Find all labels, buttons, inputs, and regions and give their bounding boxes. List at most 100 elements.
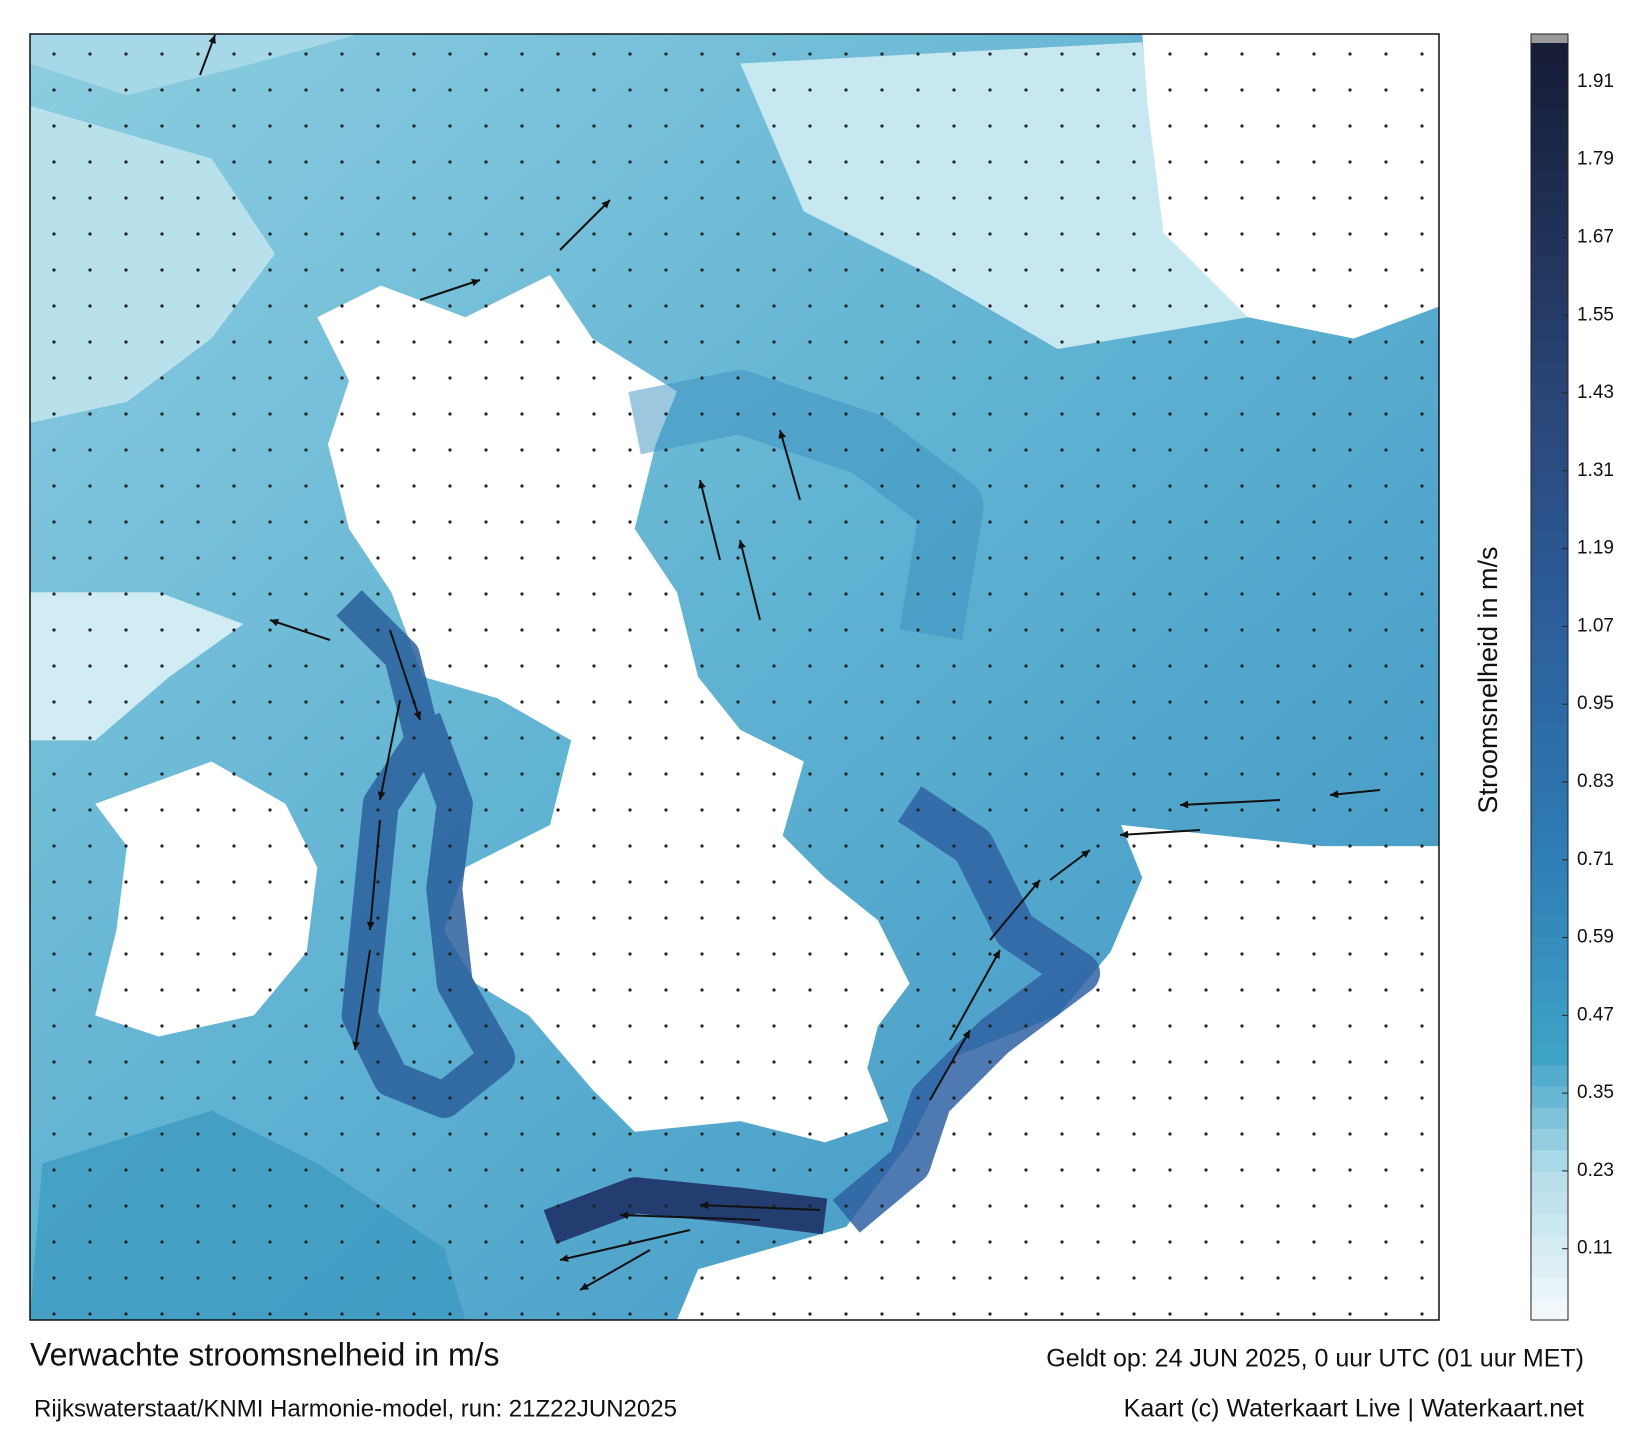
colorbar-band [1531,894,1568,917]
current-arrow [929,1029,971,1101]
colorbar-band [1531,1064,1568,1087]
current-arrow [559,199,611,251]
current-arrow [369,819,381,931]
colorbar-over [1531,34,1568,43]
valid-time: Geldt op: 24 JUN 2025, 0 uur UTC (01 uur… [1046,1345,1584,1373]
colorbar-band [1531,511,1568,534]
colorbar-band [1531,873,1568,895]
colorbar-band [1531,979,1568,1002]
colorbar-band [1531,426,1568,448]
colorbar-tick-label: 0.83 [1577,771,1614,792]
arrow-head [560,1254,569,1262]
arrow-head [1081,850,1090,858]
colorbar-band [1531,575,1568,597]
arrow-head [270,618,279,627]
colorbar-band [1531,383,1568,406]
colorbar-band [1531,447,1568,470]
colorbar-band [1531,936,1568,959]
colorbar-tick-label: 1.79 [1577,149,1614,170]
arrow-head [377,791,386,800]
colorbar-band [1531,532,1568,555]
colorbar-band [1531,1107,1568,1130]
colorbar-band [1531,1022,1568,1044]
arrow-head [992,950,1000,959]
colorbar-band [1531,1171,1568,1193]
colorbar-frame [1530,33,1569,1321]
colorbar-band [1531,234,1568,257]
colorbar-tick-label: 1.19 [1577,538,1614,559]
arrow-head [778,430,786,439]
colorbar-band [1531,830,1568,853]
arrow-head [1120,830,1129,839]
colorbar-band [1531,1234,1568,1257]
arrow-head [1031,880,1040,889]
colorbar-tick-label: 1.91 [1577,71,1614,92]
colorbar-tick-label: 1.43 [1577,382,1614,403]
arrow-head [580,1282,589,1290]
colorbar-band [1531,851,1568,874]
colorbar-band [1531,766,1568,789]
colorbar-band [1531,745,1568,768]
arrow-head [698,480,706,489]
colorbar-tick-label: 0.23 [1577,1160,1614,1181]
colorbar-tick-label: 0.35 [1577,1082,1614,1103]
colorbar-band [1531,596,1568,619]
current-arrow [419,279,481,301]
arrows [199,34,1381,1291]
arrow-head [1180,800,1189,809]
map [30,34,1439,1320]
colorbar-band [1531,1298,1568,1321]
current-arrow [1119,829,1201,836]
arrow-head [1330,790,1339,799]
colorbar-band [1531,468,1568,491]
current-arrow [559,1229,691,1261]
arrow-head [738,540,746,549]
colorbar-band [1531,638,1568,661]
colorbar-band [1531,958,1568,981]
colorbar-band [1531,362,1568,385]
colorbar-band [1531,1085,1568,1108]
colorbar-band [1531,915,1568,938]
current-arrow [379,699,401,801]
colorbar-band [1531,85,1568,108]
current-arrow [699,479,721,561]
colorbar-band [1531,298,1568,321]
colorbar-band [1531,553,1568,576]
colorbar-band [1531,1000,1568,1023]
arrow-head [700,1201,709,1210]
colorbar-band [1531,809,1568,832]
arrow-head [471,278,480,287]
current-arrow [739,539,761,621]
title: Verwachte stroomsnelheid in m/s [30,1336,500,1372]
arrow-head [413,711,422,720]
current-arrow [269,619,331,641]
colorbar-tick-label: 1.31 [1577,460,1614,481]
colorbar-tick-label: 1.07 [1577,615,1614,636]
colorbar-band [1531,660,1568,683]
colorbar-band [1531,681,1568,704]
current-arrow [699,1204,821,1211]
colorbar-tick-label: 1.55 [1577,304,1614,325]
colorbar-band [1531,1256,1568,1279]
map-frame [29,33,1440,1321]
colorbar-tick-label: 0.95 [1577,693,1614,714]
colorbar-tick-label: 1.67 [1577,226,1614,247]
current-arrow [989,879,1041,941]
colorbar-tick-label: 0.71 [1577,849,1614,870]
colorbar-band [1531,724,1568,746]
colorbar-band [1531,702,1568,725]
colorbar-band [1531,149,1568,172]
colorbar-band [1531,1149,1568,1172]
current-arrow [779,429,801,501]
colorbar-tick-label: 0.47 [1577,1004,1614,1025]
colorbar-band [1531,191,1568,214]
colorbar-label: Stroomsnelheid in m/s [1473,546,1503,813]
colorbar-band [1531,319,1568,342]
colorbar-tick-label: 0.59 [1577,927,1614,948]
colorbar-band [1531,1128,1568,1151]
current-arrow [1179,799,1281,806]
colorbar-band [1531,213,1568,236]
current-arrow [619,1214,761,1221]
colorbar-band [1531,617,1568,640]
